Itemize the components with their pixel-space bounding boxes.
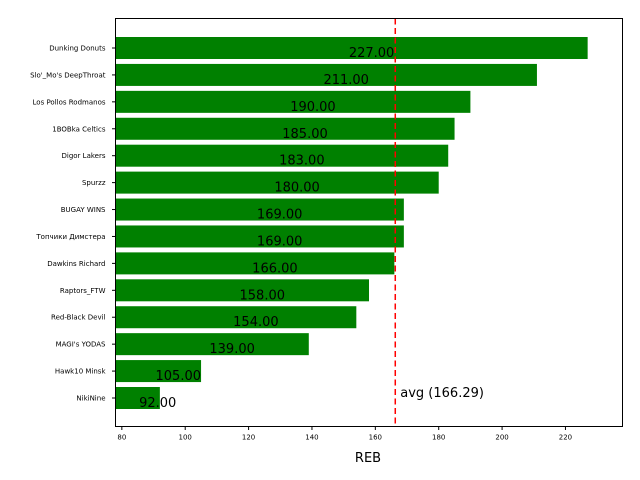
- plot-frame: [115, 18, 623, 427]
- y-tick-label: Slo'_Mo's DeepThroat: [30, 71, 106, 79]
- y-tick-label: Raptors_FTW: [60, 287, 106, 295]
- bar-value-label: 183.00: [279, 154, 325, 169]
- y-tick-label: 1BOBka Celtics: [52, 125, 106, 133]
- y-tick-label: Топчики Димстера: [35, 233, 105, 241]
- bar-value-label: 154.00: [233, 315, 279, 330]
- y-tick-label: Spurzz: [82, 179, 106, 187]
- bar-value-label: 169.00: [257, 208, 303, 223]
- x-tick-label: 160: [369, 434, 382, 442]
- x-axis: 80 100 120 140 160 180 200 220: [117, 426, 572, 442]
- value-labels-layer: 227.00 211.00 190.00 185.00 183.00 180.00 169.…: [139, 46, 394, 411]
- bar-slo-mo-s-deepthroat: [115, 63, 537, 86]
- bar-1bobka-celtics: [115, 117, 455, 140]
- x-axis-label: REB: [355, 451, 381, 466]
- y-tick-label: Los Pollos Rodmanos: [33, 98, 106, 106]
- y-tick-label: Dawkins Richard: [47, 260, 105, 268]
- bar-bugay-wins: [115, 198, 404, 221]
- y-tick-label: BUGAY WINS: [61, 206, 106, 214]
- y-tick-label: NikiNine: [76, 395, 105, 403]
- x-tick-label: 80: [117, 434, 126, 442]
- x-tick-label: 100: [179, 434, 192, 442]
- bar-топчики-димстера: [115, 225, 404, 248]
- x-tick-label: 120: [242, 434, 255, 442]
- bar-value-label: 139.00: [209, 342, 255, 357]
- y-tick-label: Hawk10 Minsk: [55, 368, 107, 376]
- y-tick-label: Dunking Donuts: [49, 45, 106, 53]
- bar-value-label: 105.00: [156, 369, 202, 384]
- bar-value-label: 185.00: [282, 127, 328, 142]
- bar-nikinine: [115, 387, 160, 409]
- y-tick-label: Red-Black Devil: [51, 314, 106, 322]
- bar-dawkins-richard: [115, 252, 395, 275]
- x-tick-label: 140: [305, 434, 318, 442]
- bar-value-label: 190.00: [290, 100, 336, 115]
- x-tick-label: 180: [432, 434, 445, 442]
- bar-raptors-ftw: [115, 279, 369, 302]
- y-axis: Dunking Donuts Slo'_Mo's DeepThroat Los Po…: [30, 45, 116, 403]
- y-tick-label: MAGI's YODAS: [56, 341, 106, 349]
- bars-layer: [115, 37, 588, 409]
- average-layer: avg (166.29): [394, 18, 484, 427]
- average-label: avg (166.29): [400, 386, 484, 401]
- x-tick-label: 220: [559, 434, 572, 442]
- bar-los-pollos-rodmanos: [115, 90, 471, 113]
- bar-dunking-donuts: [115, 37, 588, 59]
- bar-value-label: 227.00: [349, 46, 395, 61]
- bar-digor-lakers: [115, 144, 449, 167]
- bar-value-label: 180.00: [274, 181, 320, 196]
- x-tick-label: 200: [495, 434, 508, 442]
- bar-value-label: 158.00: [240, 288, 286, 303]
- bar-red-black-devil: [115, 306, 357, 329]
- bar-hawk10-minsk: [115, 360, 202, 383]
- y-tick-label: Digor Lakers: [62, 152, 106, 160]
- bar-value-label: 211.00: [323, 73, 369, 88]
- bar-spurzz: [115, 171, 439, 194]
- bar-magi-s-yodas: [115, 333, 309, 356]
- bar-value-label: 166.00: [252, 261, 298, 276]
- bar-value-label: 92.00: [139, 396, 176, 411]
- bar-value-label: 169.00: [257, 234, 303, 249]
